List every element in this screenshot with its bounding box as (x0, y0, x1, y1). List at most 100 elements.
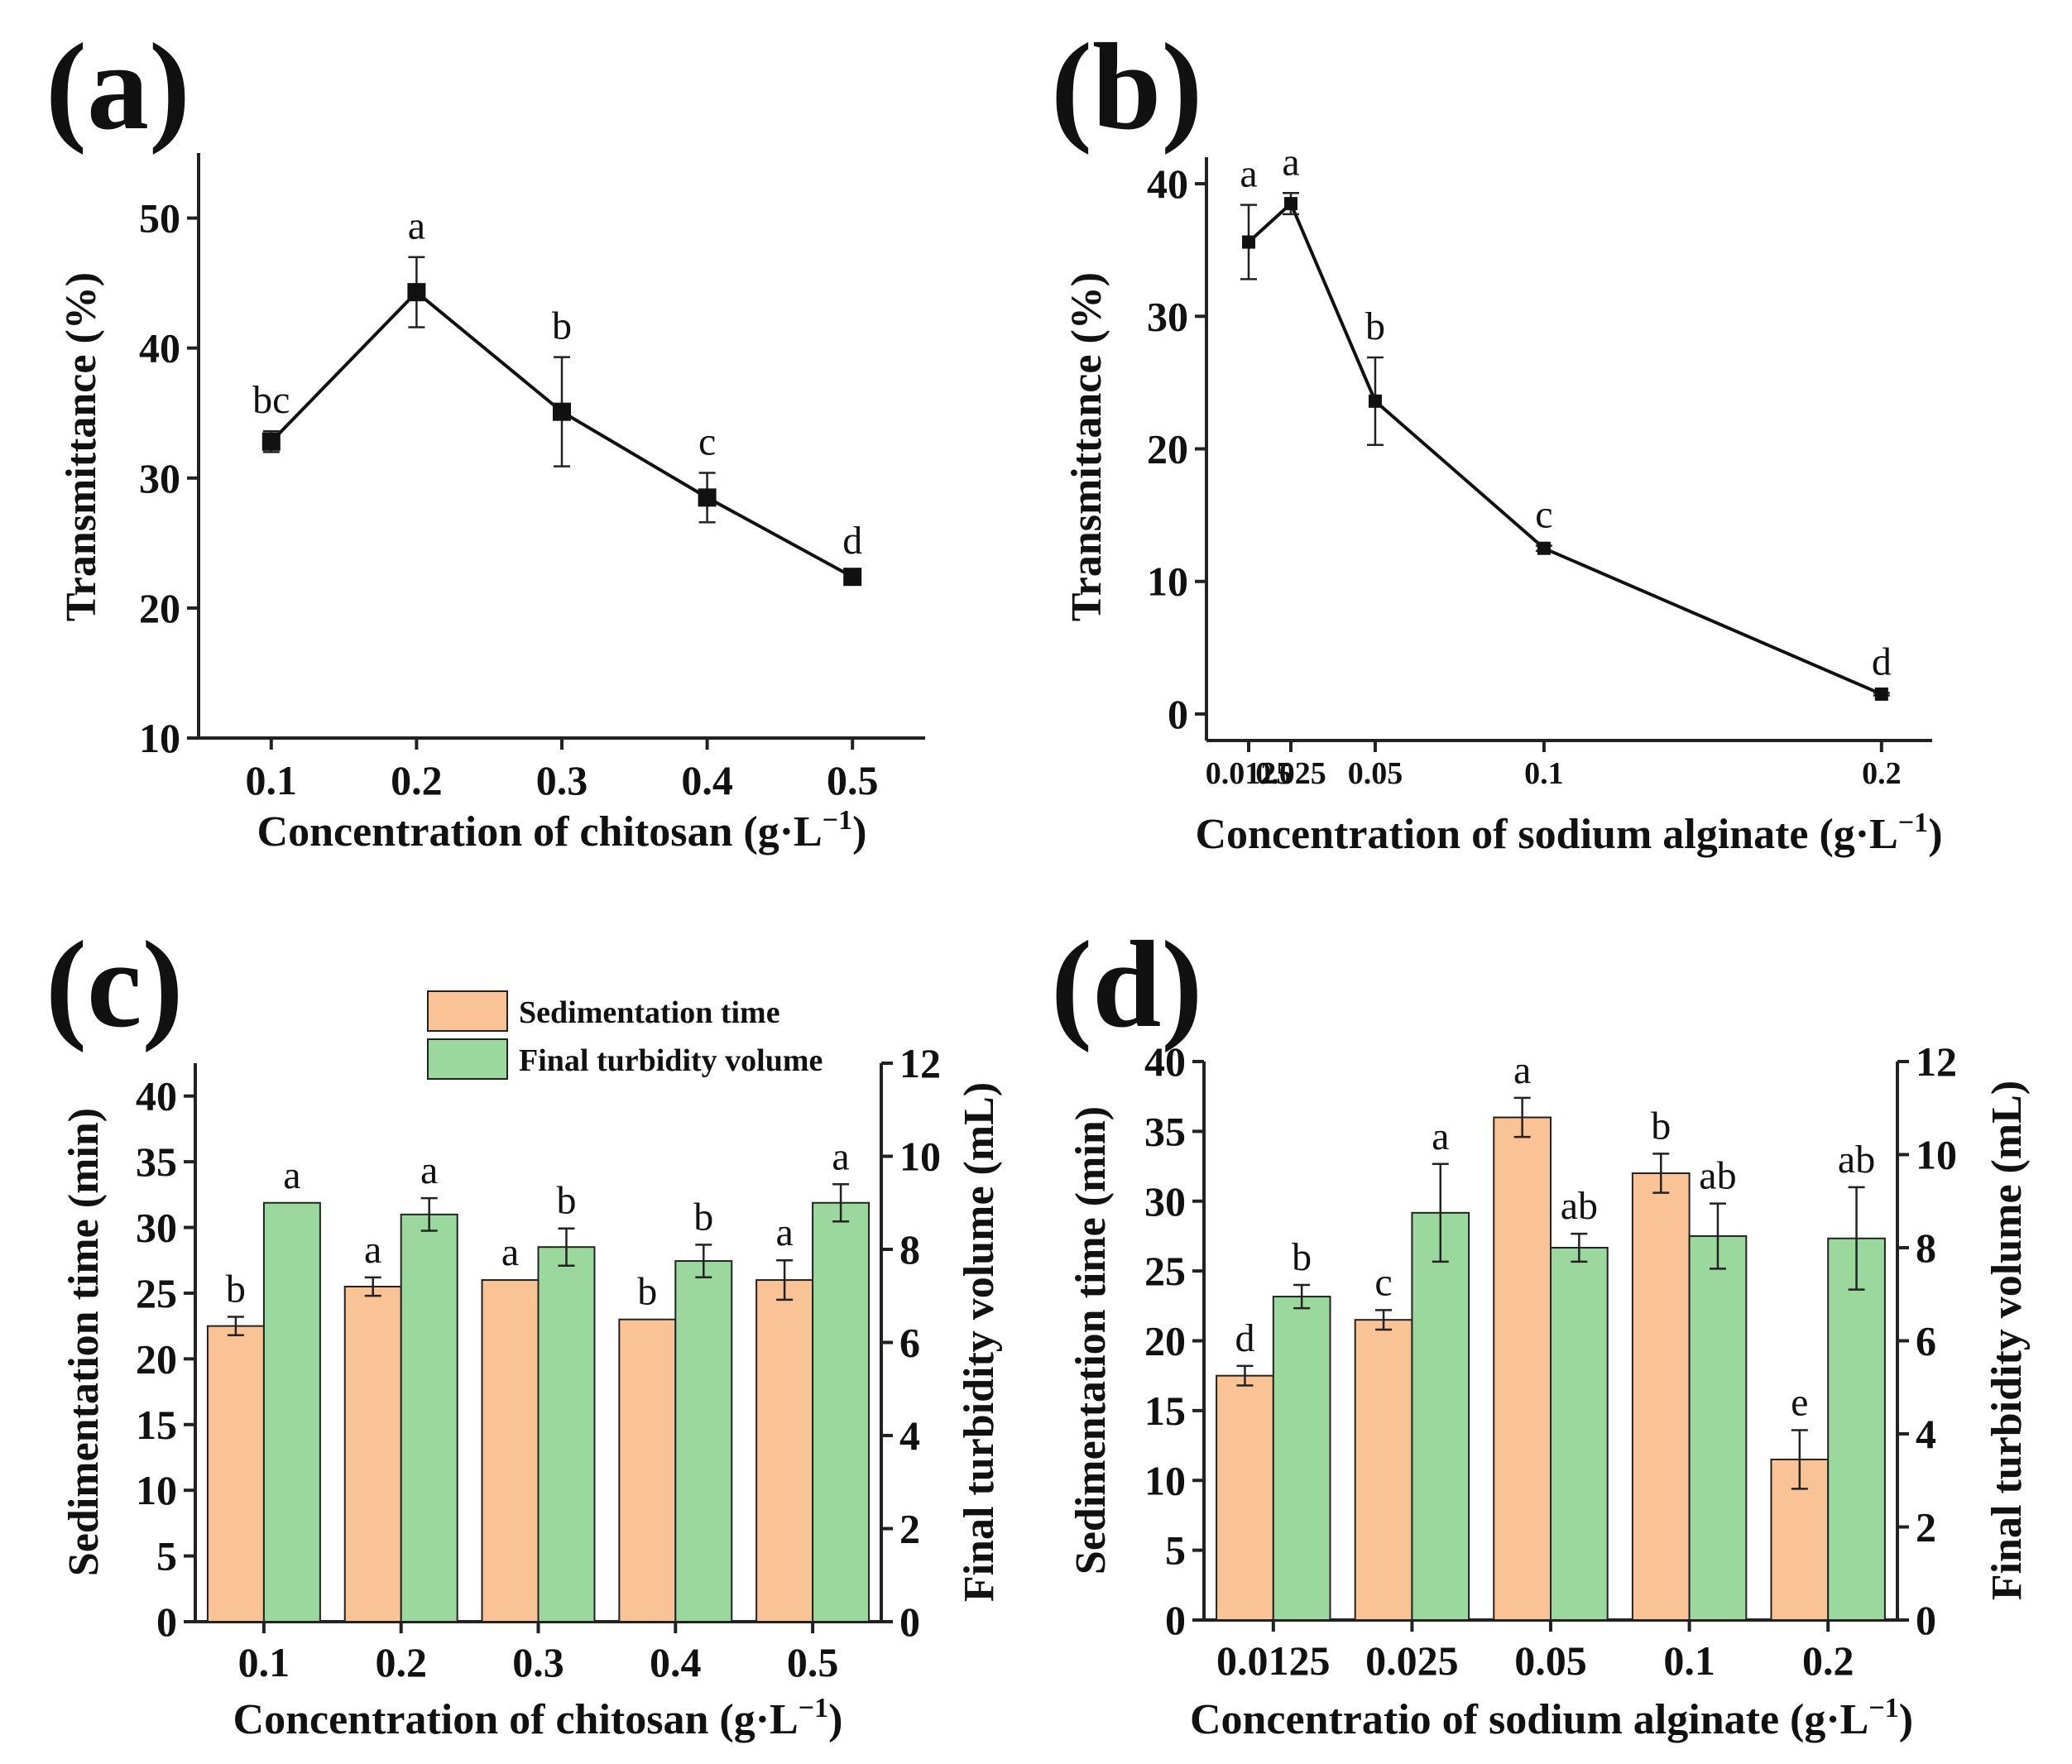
panel-d-x-tick-label-1: 0.025 (1365, 1637, 1459, 1684)
panel-d-bar-sedimentation-0 (1216, 1374, 1274, 1621)
panel-d-y-tick-label-2: 10 (1144, 1457, 1186, 1503)
panel-d-sig-label-sedimentation-0: d (1235, 1316, 1254, 1360)
legend-label-sedimentation: Sedimentation time (519, 995, 780, 1030)
panel-a-x-tick-label-3: 0.4 (681, 757, 733, 803)
panel-b-sig-label-4: d (1872, 640, 1892, 683)
panel-d-y-tick-label-4: 20 (1144, 1318, 1186, 1364)
panel-c-sig-label-sedimentation-2: a (501, 1230, 519, 1274)
panel-c-x-tick-label-2: 0.3 (512, 1639, 564, 1685)
panel-b-data-point-1 (1283, 197, 1297, 211)
panel-d-sig-label-sedimentation-4: e (1791, 1381, 1808, 1425)
panel-d-sig-label-turbidity-4: ab (1838, 1138, 1875, 1182)
panel-d-x-tick-label-3: 0.1 (1663, 1637, 1715, 1684)
panel-a-x-tick-label-4: 0.5 (827, 757, 879, 803)
panel-b-sig-label-3: c (1535, 492, 1552, 536)
panel-c-bar-sedimentation-4 (755, 1279, 814, 1623)
panel-c-y-tick-label-2: 10 (136, 1467, 177, 1513)
panel-b-x-tick-label-3: 0.1 (1524, 756, 1564, 791)
panel-c-sig-label-turbidity-1: a (420, 1148, 438, 1192)
panel-c-sig-label-turbidity-4: a (832, 1134, 849, 1178)
panel-d-bar-turbidity-1 (1411, 1211, 1470, 1621)
panel-a-y-tick-label-0: 10 (139, 715, 180, 761)
panel-c-x-tick-label-3: 0.4 (650, 1639, 702, 1685)
panel-d-y-tick-label-0: 0 (1165, 1597, 1186, 1643)
panel-a-y-ticks: 10 20 30 40 50 (139, 195, 199, 761)
panel-a-y-title: Transmittance (%) (58, 272, 105, 621)
panel-c-bar-sedimentation-1 (343, 1286, 402, 1623)
panel-b-y-ticks: 0 10 20 30 40 (1147, 161, 1206, 737)
panel-d-y-right-tick-label-3: 6 (1916, 1318, 1936, 1364)
panel-d-sig-label-turbidity-2: ab (1561, 1184, 1598, 1228)
panel-d-y-title-right: Final turbidity volume (mL) (1983, 1081, 2031, 1600)
panel-b-sig-label-1: a (1282, 140, 1299, 184)
panel-c-y-tick-label-1: 5 (156, 1533, 177, 1579)
panel-b-y-tick-label-4: 40 (1147, 161, 1188, 207)
panel-c-sig-label-turbidity-0: a (283, 1153, 300, 1197)
panel-a-sig-label-4: d (842, 519, 862, 563)
panel-d-y-right-tick-label-4: 8 (1916, 1225, 1936, 1271)
panel-b-x-tick-label-0: 0.0125 (1206, 756, 1293, 791)
panel-b-data-point-3 (1537, 541, 1551, 555)
panel-b-y-tick-label-0: 0 (1168, 691, 1188, 737)
legend-label-turbidity: Final turbidity volume (519, 1043, 823, 1078)
panel-d-letter: (d) (1051, 916, 1202, 1053)
panel-d-x-ticks: 0.0125 0.025 0.05 0.1 0.2 (1216, 1620, 1854, 1684)
panel-c-y-right-tick-label-3: 6 (899, 1320, 920, 1366)
panel-a-sig-label-1: a (408, 204, 425, 248)
panel-c-letter: (c) (46, 916, 183, 1053)
panel-c-x-tick-label-1: 0.2 (375, 1639, 427, 1685)
panel-c-y-right-tick-label-6: 12 (899, 1040, 941, 1086)
panel-d-bar-turbidity-3 (1688, 1234, 1748, 1621)
panel-d-x-tick-label-0: 0.0125 (1216, 1637, 1331, 1684)
panel-c-bar-sedimentation-3 (618, 1318, 677, 1623)
panel-c-y-ticks-right: 0 2 4 6 8 10 12 (881, 1040, 941, 1645)
panel-b-y-tick-label-1: 10 (1147, 558, 1188, 605)
panel-c-sig-label-turbidity-2: b (556, 1179, 576, 1223)
panel-d-y-right-tick-label-5: 10 (1916, 1132, 1957, 1178)
panel-c-x-tick-label-4: 0.5 (787, 1639, 839, 1685)
panel-b-data-point-2 (1368, 394, 1382, 408)
panel-d-sig-label-turbidity-0: b (1292, 1235, 1312, 1279)
panel-c-bar-sedimentation-2 (481, 1279, 540, 1623)
panel-d-y-tick-label-6: 30 (1144, 1178, 1186, 1225)
panel-a-y-tick-label-3: 40 (139, 325, 180, 371)
panel-b-y-tick-label-3: 30 (1147, 293, 1188, 339)
panel-c-y-right-tick-label-5: 10 (899, 1134, 941, 1180)
panel-a-y-tick-label-1: 20 (139, 585, 180, 631)
panel-c-y-tick-label-8: 40 (136, 1073, 177, 1119)
panel-a-y-tick-label-2: 30 (139, 455, 180, 501)
panel-b-x-tick-label-4: 0.2 (1862, 756, 1902, 791)
panel-c-sig-label-turbidity-3: b (693, 1195, 713, 1239)
panel-b-letter: (b) (1051, 18, 1202, 156)
panel-b-marks: a a b c d (1240, 140, 1892, 701)
panel-d-y-tick-label-5: 25 (1144, 1248, 1186, 1294)
panel-b-y-tick-label-2: 20 (1147, 426, 1188, 472)
panel-b-data-point-4 (1874, 687, 1888, 701)
panel-a-x-tick-label-1: 0.2 (391, 757, 443, 803)
panel-d-y-tick-label-3: 15 (1144, 1388, 1186, 1434)
panel-d-bar-turbidity-4 (1827, 1237, 1886, 1621)
panel-d-y-title-left: Sedimentation time (min) (1067, 1106, 1115, 1575)
panel-c-y-ticks: 0 5 10 15 20 25 30 35 40 (136, 1073, 195, 1645)
panel-c-x-ticks: 0.1 0.2 0.3 0.4 0.5 (238, 1622, 839, 1685)
panel-a-data-point-2 (553, 402, 571, 421)
panel-d-bar-turbidity-0 (1272, 1296, 1331, 1621)
panel-c-y-right-tick-label-2: 4 (899, 1412, 920, 1459)
legend-swatch-turbidity (427, 1038, 508, 1080)
panel-c-bar-turbidity-4 (812, 1201, 871, 1623)
panel-c: (c) 0 5 10 15 20 25 30 35 40 0 2 4 6 8 10 12 0.1 0.2 0.3… (46, 916, 1003, 1743)
panel-a-x-tick-label-0: 0.1 (246, 757, 298, 803)
panel-d-y-right-tick-label-2: 4 (1916, 1411, 1936, 1457)
panel-c-y-tick-label-4: 20 (136, 1335, 177, 1382)
panel-a-sig-label-0: bc (252, 378, 290, 422)
panel-d-y-right-tick-label-1: 2 (1916, 1504, 1936, 1551)
panel-b-sig-label-0: a (1240, 152, 1257, 196)
panel-d-sig-label-sedimentation-1: c (1374, 1260, 1392, 1304)
panel-b-x-tick-label-1: 0.025 (1255, 756, 1326, 791)
panel-d-sig-label-sedimentation-2: a (1513, 1048, 1531, 1092)
panel-c-sig-label-sedimentation-4: a (775, 1210, 793, 1254)
legend-swatch-sedimentation (427, 990, 508, 1032)
panel-a-sig-label-2: b (552, 304, 572, 348)
panel-c-y-tick-label-7: 35 (136, 1138, 177, 1185)
panel-c-y-tick-label-6: 30 (136, 1205, 177, 1251)
